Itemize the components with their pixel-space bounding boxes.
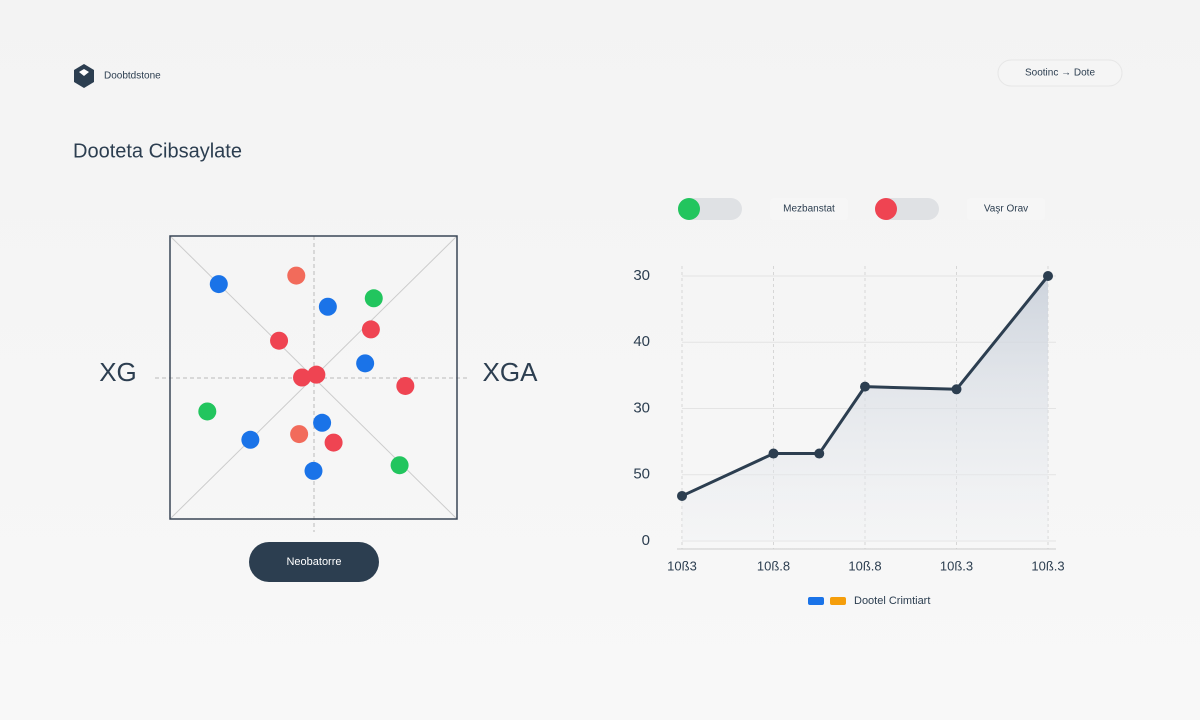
legend-swatch — [830, 597, 846, 605]
scatter-point — [396, 376, 415, 395]
scatter-point — [318, 297, 337, 316]
line-point — [1043, 271, 1053, 281]
toggle-label: Mezbanstat — [783, 204, 835, 215]
y-tick-label: 30 — [633, 267, 650, 284]
x-tick-label: 10ß3 — [667, 558, 697, 573]
line-point — [814, 448, 825, 459]
toggle-knob — [678, 198, 700, 220]
scatter-point — [364, 289, 383, 308]
legend-label: Dootel Crimtiart — [854, 595, 930, 607]
scatter-point — [361, 320, 380, 339]
scatter-button-label: Neobatorre — [286, 556, 341, 568]
scatter-frame — [169, 235, 458, 520]
line-point — [951, 384, 962, 395]
x-tick-label: 10ß.8 — [757, 558, 790, 573]
scatter-point — [313, 413, 332, 432]
scatter-point — [390, 456, 409, 475]
logo-text: Doobtdstone — [104, 71, 161, 82]
scatter-point — [209, 275, 228, 294]
x-tick-label: 10ß.8 — [848, 558, 881, 573]
right-label: XGA — [483, 357, 539, 387]
left-label: XG — [99, 357, 137, 387]
scatter-point — [270, 331, 289, 350]
scatter-point — [356, 354, 375, 373]
logo-icon-detail — [79, 69, 89, 76]
y-tick-label: 40 — [633, 333, 650, 350]
x-tick-label: 10ß.3 — [1031, 558, 1064, 573]
toggle-knob — [875, 198, 897, 220]
line — [681, 275, 1050, 498]
scatter-point — [290, 425, 309, 444]
x-tick-label: 10ß.3 — [940, 558, 973, 573]
y-tick-label: 30 — [633, 399, 650, 416]
header-button-label: Sootinc → Dote — [1025, 68, 1095, 79]
scatter-panel: XG XGA — [99, 235, 539, 532]
logo[interactable]: Doobtdstone — [74, 64, 161, 88]
scatter-point — [307, 365, 326, 384]
line-point — [768, 448, 779, 459]
legend-swatch — [808, 597, 824, 605]
scatter-point — [324, 433, 343, 452]
scatter-point — [198, 402, 217, 421]
y-tick-label: 50 — [633, 466, 650, 483]
scatter-button[interactable] — [249, 542, 379, 582]
toggle-label: Vaşr Orav — [984, 204, 1028, 215]
area-fill — [682, 276, 1048, 541]
line-point — [677, 490, 687, 501]
toggle-chip — [967, 198, 1045, 220]
y-tick-label: 0 — [642, 532, 650, 549]
header-button[interactable] — [997, 59, 1123, 87]
toggle-chip — [770, 198, 848, 220]
scatter-point — [304, 461, 323, 480]
scatter-point — [241, 430, 260, 449]
page-title: Dooteta Cibsaylate — [73, 140, 242, 162]
scatter-point — [293, 368, 312, 387]
line-point — [860, 381, 870, 392]
scatter-point — [287, 266, 306, 285]
